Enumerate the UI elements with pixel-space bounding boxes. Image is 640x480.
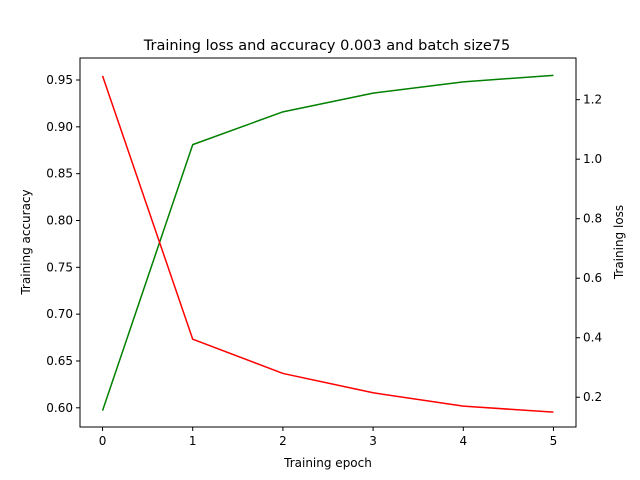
y-right-tick-label: 1.0 bbox=[583, 152, 602, 166]
y-left-tick-label: 0.75 bbox=[46, 260, 73, 274]
y-left-tick-label: 0.60 bbox=[46, 401, 73, 415]
y-axis-left: 0.60 0.65 0.70 0.75 0.80 0.85 0.90 0.95 bbox=[46, 73, 80, 415]
y-right-tick-label: 0.4 bbox=[583, 331, 602, 345]
y-axis-label-right: Training loss bbox=[612, 205, 626, 280]
x-axis: 0 1 2 3 4 5 bbox=[99, 427, 558, 448]
x-tick-label: 0 bbox=[99, 434, 107, 448]
x-tick-label: 3 bbox=[369, 434, 377, 448]
y-left-tick-label: 0.70 bbox=[46, 307, 73, 321]
x-tick-label: 5 bbox=[550, 434, 558, 448]
y-axis-right: 0.2 0.4 0.6 0.8 1.0 1.2 bbox=[576, 93, 602, 404]
y-left-tick-label: 0.85 bbox=[46, 167, 73, 181]
training-accuracy-line bbox=[101, 74, 554, 411]
training-loss-line bbox=[101, 75, 554, 413]
y-right-tick-label: 1.2 bbox=[583, 93, 602, 107]
y-left-tick-label: 0.90 bbox=[46, 120, 73, 134]
x-tick-label: 4 bbox=[459, 434, 467, 448]
x-tick-label: 2 bbox=[279, 434, 287, 448]
y-right-tick-label: 0.6 bbox=[583, 271, 602, 285]
y-right-tick-label: 0.2 bbox=[583, 390, 602, 404]
chart-title: Training loss and accuracy 0.003 and bat… bbox=[143, 38, 510, 54]
y-axis-label-left: Training accuracy bbox=[19, 189, 33, 295]
x-tick-label: 1 bbox=[189, 434, 197, 448]
plot-frame bbox=[79, 57, 577, 428]
x-axis-label: Training epoch bbox=[283, 456, 372, 470]
y-left-tick-label: 0.65 bbox=[46, 354, 73, 368]
series-layer bbox=[101, 74, 554, 413]
y-right-tick-label: 0.8 bbox=[583, 212, 602, 226]
y-left-tick-label: 0.95 bbox=[46, 73, 73, 87]
y-left-tick-label: 0.80 bbox=[46, 213, 73, 227]
